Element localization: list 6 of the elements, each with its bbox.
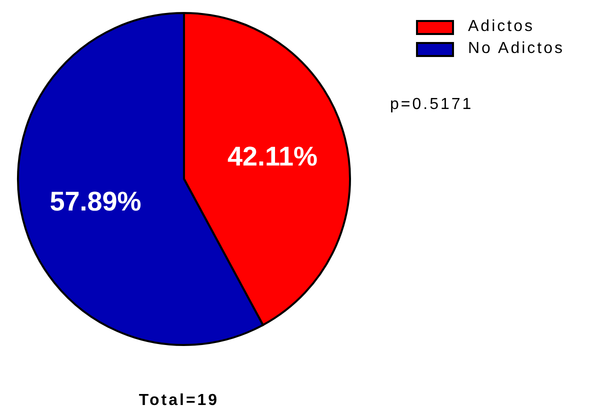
data-label: 42.11% [227,142,318,172]
legend-label: Adictos [468,18,534,36]
text: Total=19 [138,392,220,410]
text: p=0.5171 [390,96,474,114]
legend-label: No Adictos [468,40,564,58]
data-label: 57.89% [50,186,142,216]
